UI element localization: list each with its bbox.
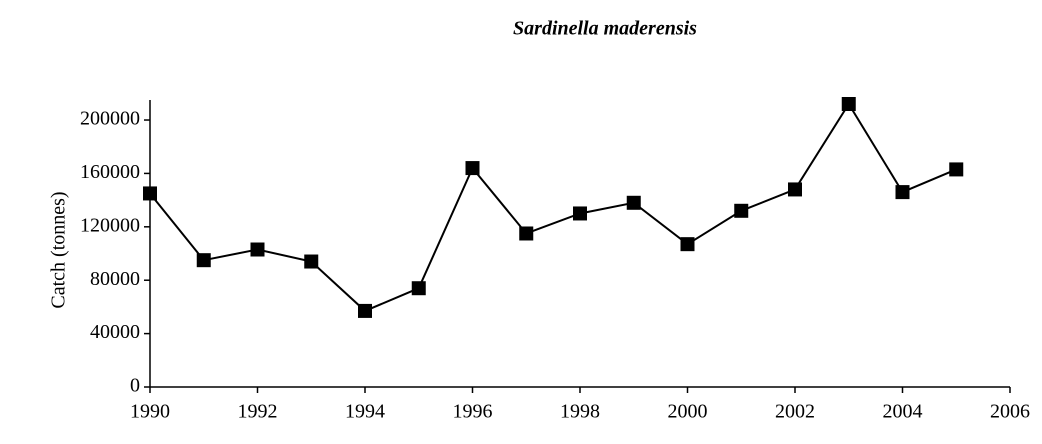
marker: [465, 161, 480, 176]
marker: [841, 97, 856, 112]
y-tick-label: 200000: [80, 108, 140, 130]
x-tick-label: 1992: [238, 401, 278, 423]
y-axis-label: Catch (tonnes): [48, 191, 70, 308]
x-tick-label: 1998: [560, 401, 600, 423]
y-tick-label: 80000: [90, 268, 140, 290]
x-tick-label: 2000: [668, 401, 708, 423]
marker: [949, 162, 964, 177]
y-tick-label: 160000: [80, 161, 140, 183]
chart-title: Sardinella maderensis: [513, 18, 697, 40]
x-tick-label: 2004: [883, 401, 923, 423]
x-tick-label: 2006: [990, 401, 1030, 423]
marker: [788, 182, 802, 197]
y-tick-label: 0: [130, 375, 140, 397]
marker: [680, 237, 695, 252]
x-tick-label: 1990: [130, 401, 170, 423]
marker: [143, 186, 157, 201]
marker: [519, 226, 534, 241]
marker: [196, 253, 211, 268]
marker: [250, 242, 265, 257]
marker: [895, 185, 910, 200]
marker: [304, 254, 319, 269]
marker: [411, 281, 426, 296]
marker: [573, 206, 587, 221]
x-tick-label: 1994: [345, 401, 385, 423]
x-tick-label: 2002: [775, 401, 815, 423]
marker: [626, 195, 641, 210]
marker: [734, 203, 749, 218]
series-line: [149, 102, 957, 313]
y-tick-label: 40000: [90, 321, 140, 343]
marker: [358, 303, 372, 318]
x-tick-label: 1996: [453, 401, 493, 423]
y-tick-label: 120000: [80, 214, 140, 236]
